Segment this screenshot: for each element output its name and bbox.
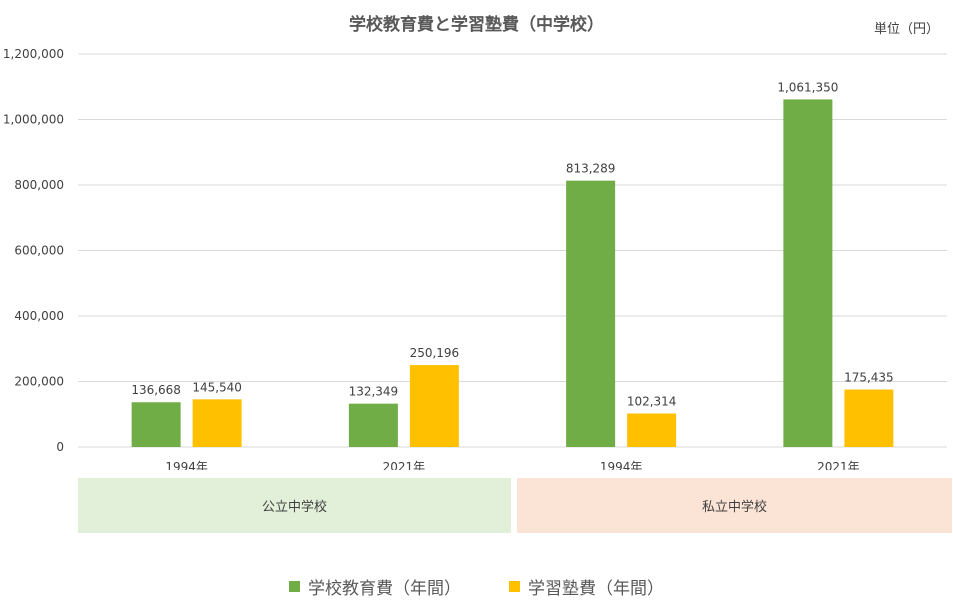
chart-title: 学校教育費と学習塾費（中学校） <box>349 15 604 35</box>
x-tick-label: 2021年 <box>817 460 860 470</box>
bar <box>844 389 894 447</box>
data-label: 250,196 <box>410 346 460 360</box>
x-tick-label: 1994年 <box>165 460 208 470</box>
legend-label: 学校教育費（年間） <box>308 579 461 599</box>
data-label: 136,668 <box>131 383 181 397</box>
group-label-private: 私立中学校 <box>517 478 952 533</box>
y-tick-label: 800,000 <box>14 178 64 192</box>
y-tick-label: 0 <box>56 440 64 454</box>
bar <box>627 413 677 447</box>
legend-swatch-green <box>289 581 300 592</box>
y-tick-label: 400,000 <box>14 309 64 323</box>
bar-chart: 0 200,000 400,000 600,000 800,000 1,000,000 1,… <box>3 47 947 470</box>
x-tick-label: 2021年 <box>383 460 426 470</box>
y-tick-label: 200,000 <box>14 375 64 389</box>
data-label: 813,289 <box>566 162 616 176</box>
y-tick-label: 1,200,000 <box>3 47 64 61</box>
legend-label: 学習塾費（年間） <box>528 579 664 599</box>
x-tick-label: 1994年 <box>600 460 643 470</box>
legend-swatch-orange <box>509 581 520 592</box>
data-label: 132,349 <box>349 385 399 399</box>
legend-item-school-cost: 学校教育費（年間） <box>289 574 461 599</box>
y-tick-label: 1,000,000 <box>3 113 64 127</box>
legend: 学校教育費（年間） 学習塾費（年間） <box>0 574 953 599</box>
data-label: 1,061,350 <box>777 80 838 94</box>
bar <box>192 399 242 447</box>
bar <box>409 365 459 447</box>
bar <box>783 99 833 448</box>
data-label: 145,540 <box>192 380 242 394</box>
bar <box>566 180 616 447</box>
unit-label: 単位（円） <box>873 22 939 37</box>
y-tick-label: 600,000 <box>14 244 64 258</box>
bar <box>131 402 181 447</box>
bar <box>348 403 398 447</box>
data-label: 175,435 <box>844 371 894 385</box>
legend-item-cram-school-cost: 学習塾費（年間） <box>509 574 664 599</box>
data-label: 102,314 <box>627 394 677 408</box>
group-label-public: 公立中学校 <box>78 478 511 533</box>
